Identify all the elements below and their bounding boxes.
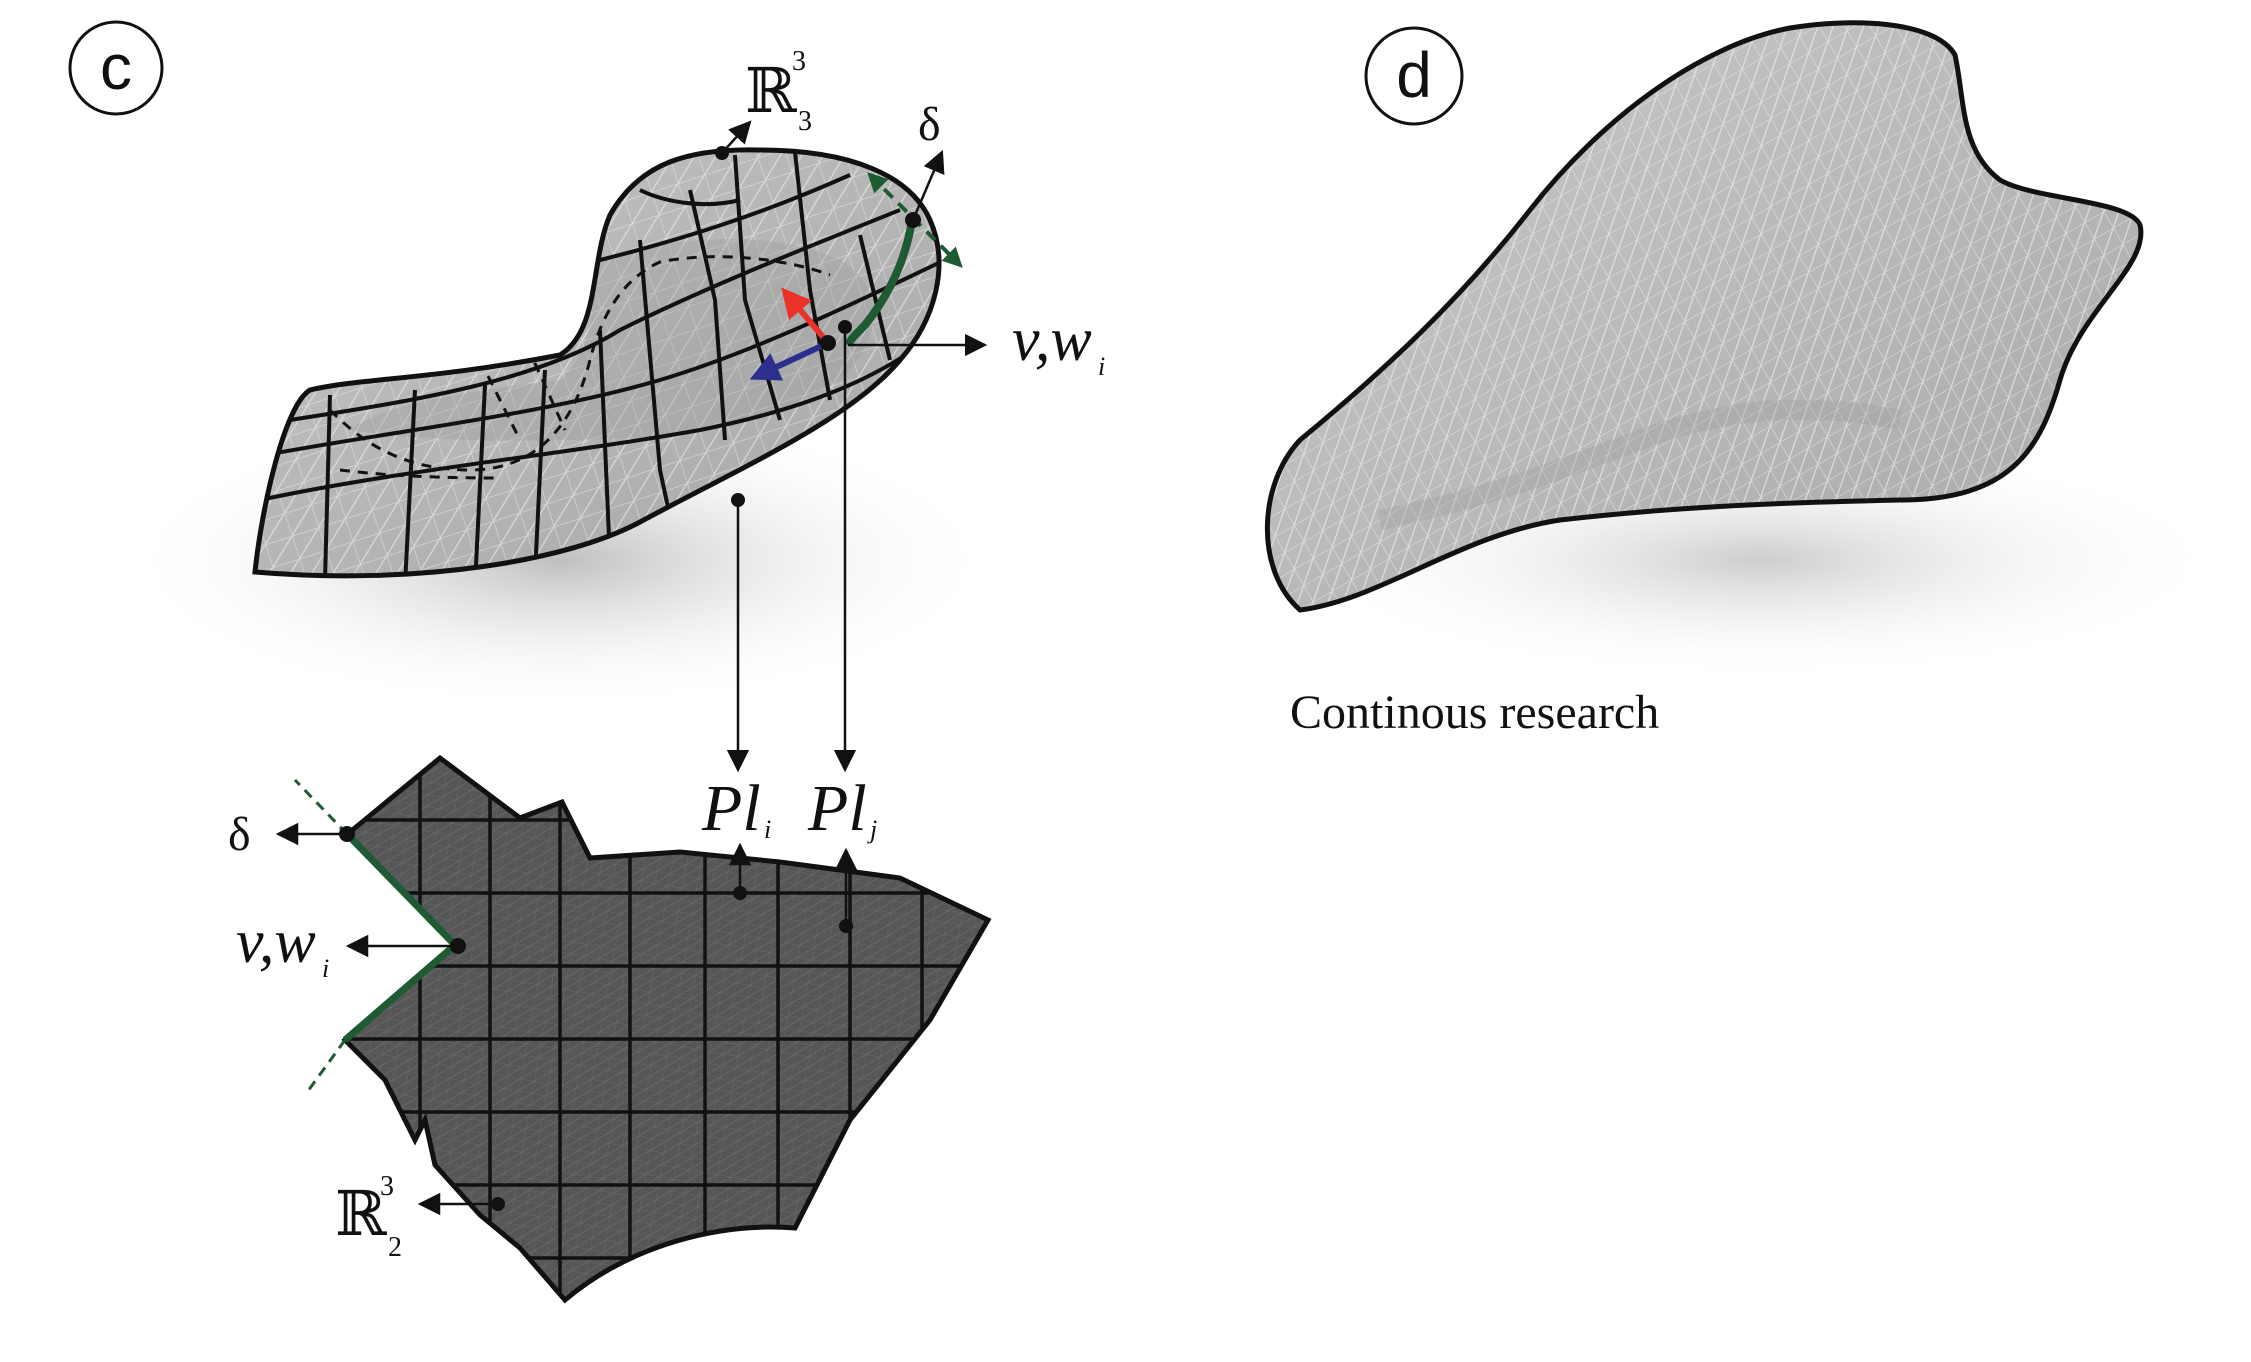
panel-d: d [1258,5,2230,680]
label-vw-top-sub: i [1098,352,1105,381]
tangent-vector-blue [749,340,830,381]
label-r3-bottom-sub: 2 [388,1232,402,1263]
panel-d-letter: d [1396,39,1432,111]
label-r3-bottom: ℝ [335,1181,387,1249]
panel-c: c ℝ 3 3 δ v,w i Pl i Pl j δ v,w i ℝ 3 2 [68,20,1105,1304]
surface-outline [252,147,942,579]
panel-c-badge [68,20,164,116]
caption-text: Continous research [1290,686,1660,739]
label-pl-i: Pl [701,772,761,845]
freeform-surface [1264,20,2144,613]
label-vw-bottom-sub: i [322,954,329,983]
panel-c-letter: c [100,31,132,103]
label-r3-top-sub: 3 [798,106,812,137]
label-pl-i-sub: i [764,815,771,844]
flattened-surface-2d [293,754,992,1304]
label-delta-bottom: δ [228,808,251,861]
panel-d-badge [1364,26,1464,126]
label-delta-top: δ [918,98,941,151]
curved-surface-3d [252,147,963,579]
seam-edge-lower [342,942,458,1043]
label-r3-bottom-sup: 3 [380,1171,394,1202]
freeform-outline [1264,20,2144,613]
isocurve-grid [259,151,939,576]
label-pl-j: Pl [807,772,867,845]
seam-edge-upper [344,831,458,948]
annotations-3d [715,120,988,773]
label-vw-bottom: v,w [236,908,316,976]
label-vw-top: v,w [1012,306,1092,374]
annotations-2d [275,822,858,1216]
normal-vector-red [781,287,831,345]
label-pl-j-sub: j [867,815,877,844]
label-r3-top-sup: 3 [792,46,806,77]
label-r3-top: ℝ [745,58,797,126]
